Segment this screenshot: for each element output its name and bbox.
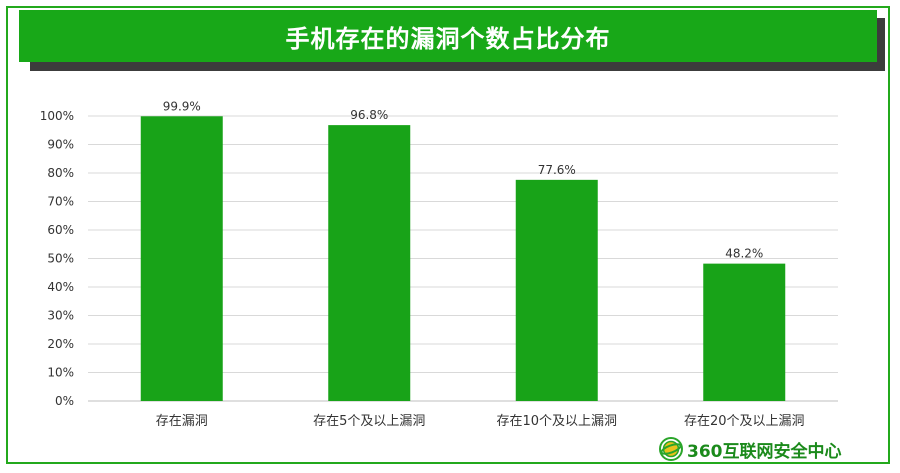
y-tick-label: 100% bbox=[40, 109, 74, 123]
value-label: 96.8% bbox=[350, 108, 388, 122]
chart-title: 手机存在的漏洞个数占比分布 bbox=[285, 24, 611, 53]
brand-logo: 360互联网安全中心 bbox=[659, 436, 842, 462]
y-tick-label: 80% bbox=[47, 166, 74, 180]
value-labels: 99.9% 96.8% 77.6% 48.2% bbox=[163, 99, 764, 260]
x-tick-label: 存在10个及以上漏洞 bbox=[496, 413, 617, 429]
y-tick-label: 60% bbox=[47, 223, 74, 237]
bar bbox=[515, 179, 598, 401]
y-tick-label: 40% bbox=[47, 280, 74, 294]
brand-name: 360互联网安全中心 bbox=[687, 441, 842, 462]
y-tick-label: 0% bbox=[55, 394, 74, 408]
shield-globe-icon bbox=[659, 437, 683, 461]
value-label: 99.9% bbox=[163, 99, 201, 113]
x-tick-label: 存在漏洞 bbox=[156, 413, 208, 429]
x-axis-ticks: 存在漏洞 存在5个及以上漏洞 存在10个及以上漏洞 存在20个及以上漏洞 bbox=[156, 413, 805, 429]
y-tick-label: 20% bbox=[47, 337, 74, 351]
bar bbox=[703, 263, 786, 401]
y-tick-label: 30% bbox=[47, 309, 74, 323]
bar bbox=[140, 116, 223, 401]
x-tick-label: 存在5个及以上漏洞 bbox=[313, 413, 425, 429]
x-tick-label: 存在20个及以上漏洞 bbox=[684, 413, 805, 429]
y-tick-label: 90% bbox=[47, 138, 74, 152]
y-axis-ticks: 0% 10% 20% 30% 40% 50% 60% 70% 80% 90% 100% bbox=[40, 109, 74, 408]
title-banner: 手机存在的漏洞个数占比分布 bbox=[19, 10, 877, 62]
y-tick-label: 50% bbox=[47, 252, 74, 266]
bar bbox=[328, 125, 411, 402]
y-tick-label: 10% bbox=[47, 366, 74, 380]
bars bbox=[140, 116, 786, 402]
value-label: 77.6% bbox=[538, 163, 576, 177]
value-label: 48.2% bbox=[725, 247, 763, 261]
y-tick-label: 70% bbox=[47, 195, 74, 209]
